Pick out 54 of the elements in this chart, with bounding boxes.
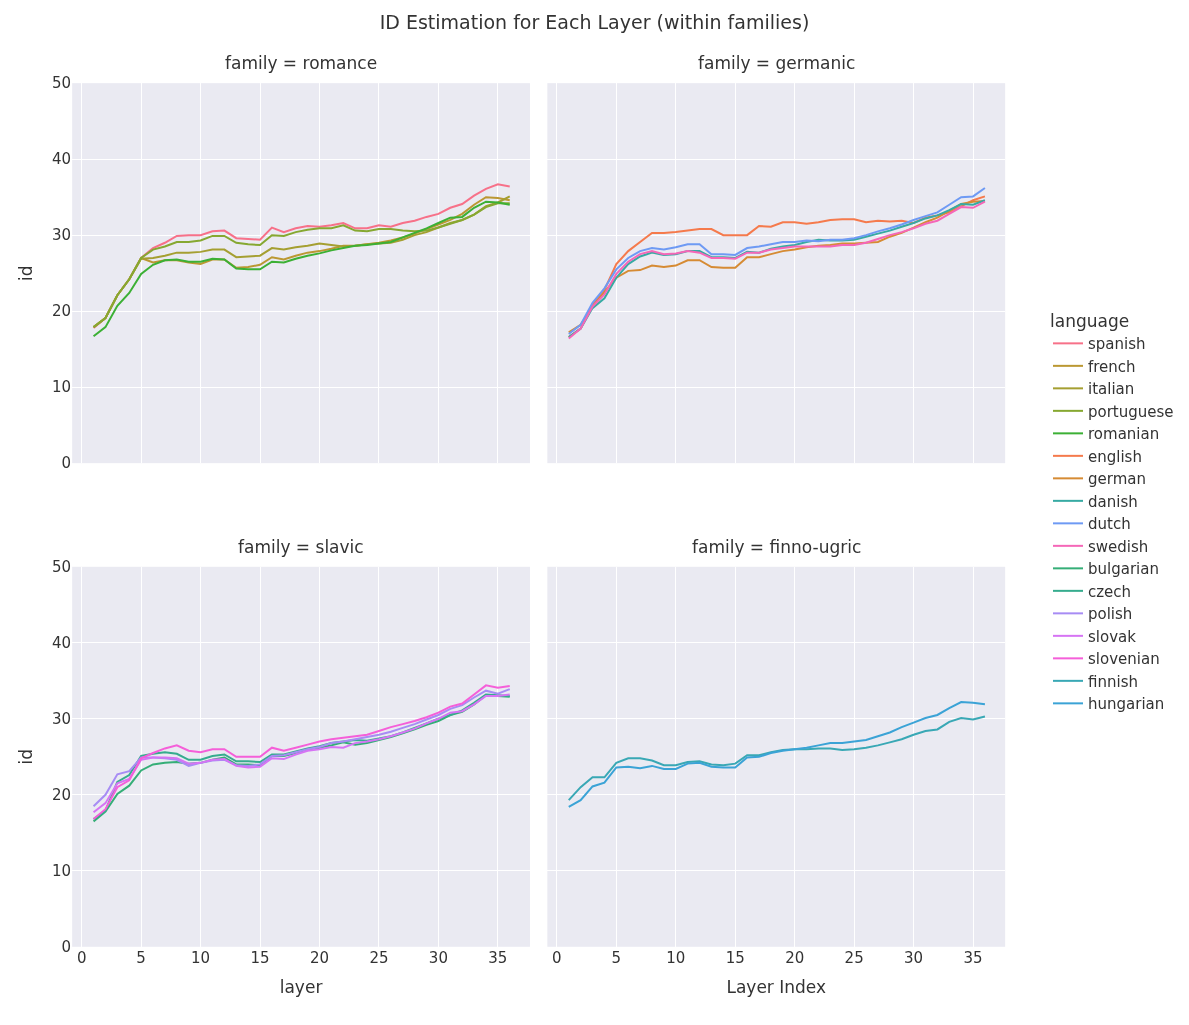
x-axis-title: Layer Index (726, 977, 827, 998)
legend-label: danish (1088, 492, 1138, 511)
chart-subtitle: family = finno-ugric (692, 537, 862, 557)
y-tick-label: 40 (52, 150, 72, 169)
x-tick-label: 10 (666, 948, 686, 967)
y-tick-label: 10 (52, 862, 72, 881)
x-tick-label: 15 (725, 948, 745, 967)
x-tick-label: 15 (250, 948, 270, 967)
x-tick-label: 35 (488, 948, 508, 967)
x-tick-label: 0 (76, 948, 87, 967)
x-tick-label: 10 (191, 948, 211, 967)
legend-title: language (1050, 311, 1130, 332)
legend-label: polish (1088, 605, 1133, 624)
y-axis-title: id (15, 265, 36, 281)
x-tick-label: 20 (785, 948, 805, 967)
x-tick-label: 30 (904, 948, 924, 967)
legend-label: swedish (1088, 537, 1149, 556)
legend-label: german (1088, 470, 1146, 489)
x-tick-label: 25 (369, 948, 389, 967)
legend-label: slovenian (1088, 650, 1160, 669)
legend-label: romanian (1088, 425, 1160, 444)
x-tick-label: 30 (428, 948, 448, 967)
legend-label: finnish (1088, 672, 1138, 691)
chart-subtitle: family = germanic (698, 53, 856, 73)
legend-label: hungarian (1088, 695, 1165, 714)
y-tick-label: 10 (52, 378, 72, 397)
legend-label: portuguese (1088, 402, 1174, 421)
legend-label: spanish (1088, 335, 1146, 354)
x-tick-label: 25 (844, 948, 864, 967)
y-tick-label: 40 (52, 634, 72, 653)
y-tick-label: 30 (52, 710, 72, 729)
legend-label: bulgarian (1088, 560, 1159, 579)
legend-label: french (1088, 357, 1136, 376)
y-tick-label: 20 (52, 302, 72, 321)
x-tick-label: 35 (963, 948, 983, 967)
legend-label: slovak (1088, 627, 1137, 646)
chart-subtitle: family = slavic (238, 537, 364, 557)
chart-subtitle: family = romance (225, 53, 378, 73)
text: ID Estimation for Each Layer (within families) (379, 10, 810, 33)
x-tick-label: 20 (309, 948, 330, 967)
y-tick-label: 0 (61, 454, 72, 473)
y-tick-label: 50 (52, 558, 72, 577)
y-axis-title: id (15, 749, 36, 765)
x-tick-label: 5 (136, 948, 146, 967)
y-tick-label: 30 (52, 226, 72, 245)
y-tick-label: 50 (52, 74, 72, 93)
x-tick-label: 0 (552, 948, 562, 967)
x-tick-label: 5 (611, 948, 622, 967)
x-axis-title: layer (279, 977, 323, 998)
y-tick-label: 20 (52, 786, 72, 805)
legend-label: english (1088, 447, 1142, 466)
legend-label: dutch (1088, 515, 1131, 534)
legend-label: czech (1088, 582, 1132, 601)
legend-label: italian (1088, 380, 1135, 399)
